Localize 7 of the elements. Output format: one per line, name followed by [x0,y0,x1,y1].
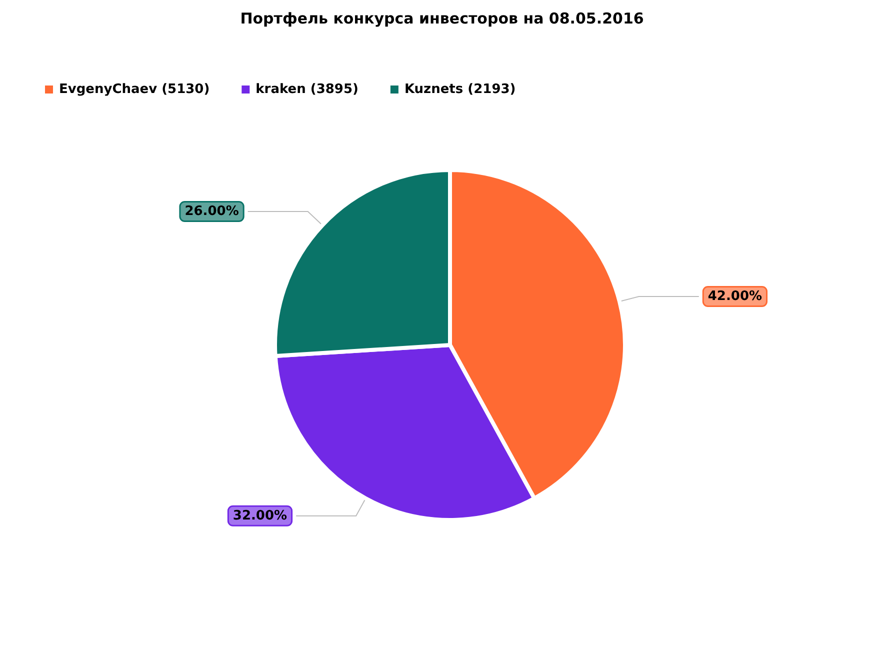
data-label: 42.00% [708,289,762,304]
data-label: 26.00% [184,204,239,220]
legend-label: kraken (3895) [256,82,358,97]
data-label: 32.00% [232,508,288,524]
chart-title: Портфель конкурса инвесторов на 08.05.2016 [240,10,644,28]
legend-label: EvgenyChaev (5130) [59,82,210,97]
legend-label: Kuznets (2193) [404,82,516,97]
